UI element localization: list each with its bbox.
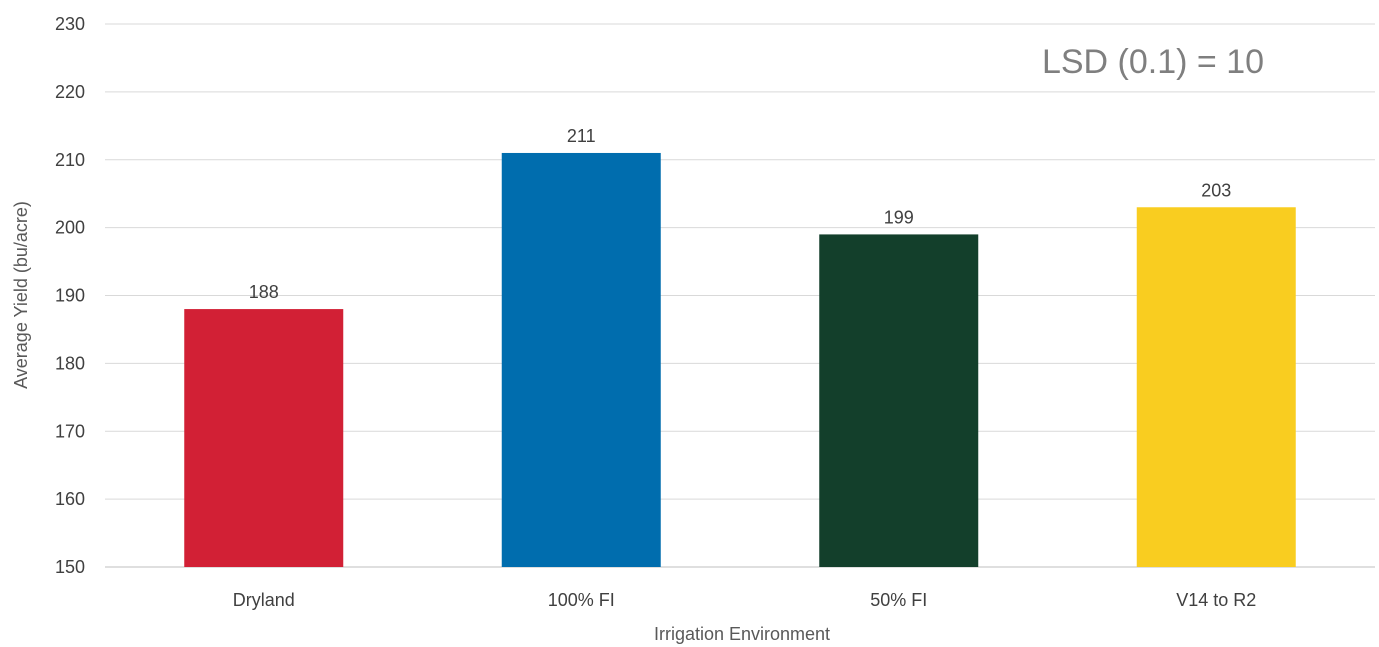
y-tick-label: 190 xyxy=(55,286,85,306)
bar xyxy=(184,309,343,567)
y-tick-label: 220 xyxy=(55,82,85,102)
y-axis-ticks: 150 160 170 180 190 200 210 220 230 xyxy=(55,14,85,577)
y-tick-label: 180 xyxy=(55,353,85,373)
data-label: 188 xyxy=(249,282,279,302)
y-axis-title: Average Yield (bu/acre) xyxy=(11,201,31,389)
x-tick-label: V14 to R2 xyxy=(1176,590,1256,610)
data-labels: 188 211 199 203 xyxy=(249,126,1232,302)
data-label: 203 xyxy=(1201,180,1231,200)
y-tick-label: 230 xyxy=(55,14,85,34)
x-axis-title: Irrigation Environment xyxy=(654,624,830,644)
y-tick-label: 160 xyxy=(55,489,85,509)
data-label: 211 xyxy=(567,126,596,146)
y-tick-label: 150 xyxy=(55,557,85,577)
bar xyxy=(502,153,661,567)
x-tick-label: 100% FI xyxy=(548,590,615,610)
y-tick-label: 170 xyxy=(55,421,85,441)
bars xyxy=(184,153,1296,567)
lsd-annotation: LSD (0.1) = 10 xyxy=(1042,43,1264,81)
bar xyxy=(819,234,978,567)
data-label: 199 xyxy=(884,207,914,227)
y-tick-label: 210 xyxy=(55,150,85,170)
x-axis-ticks: Dryland 100% FI 50% FI V14 to R2 xyxy=(233,590,1257,610)
x-tick-label: 50% FI xyxy=(870,590,927,610)
bar xyxy=(1137,207,1296,567)
y-tick-label: 200 xyxy=(55,218,85,238)
x-tick-label: Dryland xyxy=(233,590,295,610)
